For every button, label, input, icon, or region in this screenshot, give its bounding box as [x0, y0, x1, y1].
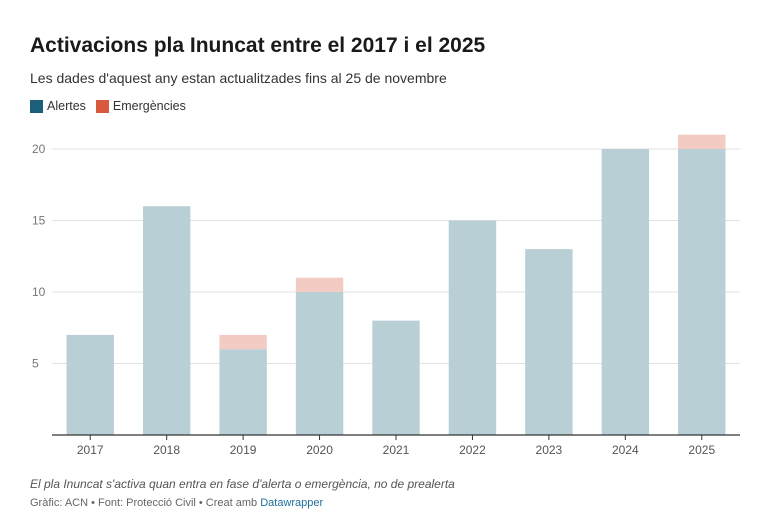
bar-alertes	[525, 249, 573, 435]
x-tick-label: 2024	[612, 443, 639, 457]
legend-item-emergencies: Emergències	[95, 99, 186, 113]
datawrapper-link[interactable]: Datawrapper	[260, 497, 324, 509]
bar-chart: 5 10 15 20 2017 2018 2019 2020 2021 2022 2023 2024 2…	[32, 134, 740, 457]
legend-label-emergencies: Emergències	[112, 99, 186, 113]
x-tick-label: 2018	[153, 443, 180, 457]
bar-emergencies	[295, 277, 344, 292]
x-tick-label: 2019	[230, 443, 257, 457]
x-tick-label: 2020	[306, 443, 333, 457]
bar-alertes	[678, 149, 726, 435]
bar-alertes	[142, 206, 191, 435]
credits-text: Gràfic: ACN • Font: Protecció Civil • Cr…	[30, 497, 261, 509]
x-tick-label: 2023	[536, 443, 563, 457]
bar-alertes	[219, 349, 267, 435]
chart-title: Activacions pla Inuncat entre el 2017 i …	[30, 34, 486, 57]
y-tick-label: 15	[32, 214, 46, 228]
x-tick-label: 2021	[383, 443, 410, 457]
bar-emergencies	[219, 334, 267, 350]
x-tick-label: 2025	[688, 443, 715, 457]
chart-credits: Gràfic: ACN • Font: Protecció Civil • Cr…	[30, 497, 323, 509]
legend-item-alertes: Alertes	[30, 99, 86, 113]
x-tick-label: 2022	[459, 443, 486, 457]
bar-alertes	[66, 334, 114, 435]
bar-alertes	[295, 292, 344, 435]
legend-swatch-alertes	[30, 99, 43, 113]
bar-alertes	[601, 149, 650, 435]
chart-subtitle: Les dades d'aquest any estan actualitzad…	[30, 70, 447, 86]
legend-swatch-emergencies	[95, 99, 109, 113]
x-tick-label: 2017	[77, 443, 104, 457]
bar-alertes	[448, 220, 497, 435]
y-tick-label: 5	[32, 357, 39, 371]
chart-note: El pla Inuncat s'activa quan entra en fa…	[30, 477, 455, 491]
bar-alertes	[372, 320, 420, 435]
bar-emergencies	[678, 134, 726, 149]
legend: Alertes Emergències	[30, 99, 196, 113]
y-tick-label: 10	[32, 285, 46, 299]
legend-label-alertes: Alertes	[47, 99, 86, 113]
y-tick-label: 20	[32, 142, 46, 156]
